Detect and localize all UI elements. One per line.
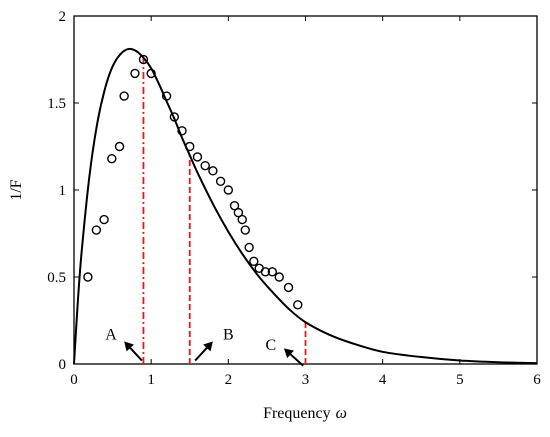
x-tick-label: 6 <box>533 372 541 388</box>
data-point <box>233 207 244 218</box>
annotation-arrow-head <box>283 348 294 359</box>
data-point <box>208 166 218 176</box>
annotation-arrow-shaft <box>129 347 143 362</box>
data-point <box>146 68 156 79</box>
data-point <box>293 300 303 310</box>
annotation-arrow-head <box>124 341 134 352</box>
data-point <box>240 225 251 235</box>
data-point <box>169 112 180 122</box>
data-point <box>161 91 172 101</box>
data-point <box>91 225 102 235</box>
series-points <box>83 54 303 310</box>
data-point <box>267 267 278 277</box>
y-axis-ticks: 0 0.5 1 1.5 2 <box>47 9 537 373</box>
x-tick-label: 4 <box>379 372 387 388</box>
data-point <box>283 282 294 293</box>
data-point <box>249 256 259 267</box>
data-point <box>274 272 284 282</box>
data-point <box>260 267 271 277</box>
annotation-arrow-shaft <box>194 347 208 362</box>
data-point <box>223 185 234 195</box>
data-point <box>138 54 149 65</box>
vertical-markers <box>142 57 307 364</box>
y-tick-label: 0.5 <box>47 270 66 286</box>
data-point <box>200 160 210 171</box>
annotation-label: B <box>223 326 234 343</box>
annotation-arrow-head <box>203 341 213 352</box>
annotations: A B C <box>105 326 304 367</box>
x-axis-label: Frequency ω <box>263 405 347 422</box>
y-tick-label: 1.5 <box>47 96 66 112</box>
y-axis-label: 1/F <box>8 179 25 200</box>
annotation-label: C <box>265 337 276 354</box>
data-point <box>229 200 240 211</box>
x-tick-label: 1 <box>147 372 155 388</box>
annotation-label: A <box>105 326 117 343</box>
x-tick-label: 3 <box>302 372 310 388</box>
x-tick-label: 0 <box>70 372 78 388</box>
data-point <box>114 141 125 152</box>
data-point <box>107 153 117 164</box>
data-point <box>119 91 129 101</box>
y-tick-label: 1 <box>59 183 67 199</box>
data-point <box>185 141 195 152</box>
data-point <box>192 152 203 162</box>
data-point <box>177 126 187 136</box>
y-tick-label: 0 <box>59 357 67 373</box>
x-tick-label: 5 <box>456 372 464 388</box>
x-tick-label: 2 <box>225 372 233 388</box>
data-point <box>99 214 109 225</box>
data-point <box>215 176 226 187</box>
y-tick-label: 2 <box>59 9 67 25</box>
data-point <box>83 272 93 282</box>
annotation-arrow-shaft <box>289 353 304 367</box>
data-point <box>237 214 247 225</box>
data-point <box>130 68 140 79</box>
data-point <box>244 242 254 253</box>
